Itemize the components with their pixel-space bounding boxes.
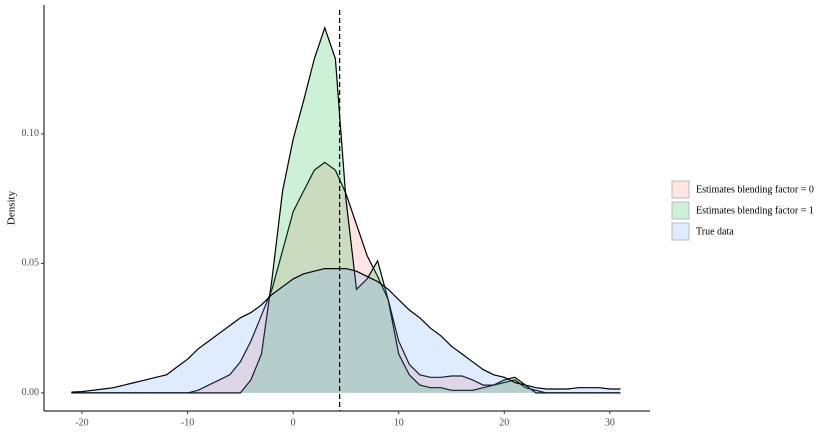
legend-label: True data bbox=[696, 226, 734, 237]
y-tick-label: 0.00 bbox=[22, 387, 40, 398]
y-tick-label: 0.05 bbox=[22, 258, 40, 269]
legend-key bbox=[671, 201, 690, 220]
x-tick-label: -10 bbox=[181, 417, 194, 428]
legend-label: Estimates blending factor = 0 bbox=[696, 184, 814, 195]
y-axis-title: Density bbox=[6, 190, 18, 225]
x-tick-label: 20 bbox=[499, 417, 509, 428]
legend: Estimates blending factor = 0 Estimates b… bbox=[671, 180, 814, 241]
legend-label: Estimates blending factor = 1 bbox=[696, 205, 814, 216]
y-tick-label: 0.10 bbox=[22, 128, 40, 139]
x-tick-label: 10 bbox=[394, 417, 404, 428]
density-line bbox=[71, 268, 621, 393]
density-area bbox=[71, 27, 621, 393]
density-area bbox=[71, 162, 621, 393]
density-line bbox=[71, 25, 621, 394]
density-area bbox=[71, 268, 621, 393]
x-tick-label: -20 bbox=[75, 417, 88, 428]
legend-key bbox=[671, 180, 690, 199]
x-tick-label: 0 bbox=[291, 417, 296, 428]
legend-key bbox=[671, 222, 690, 241]
x-tick-label: 30 bbox=[605, 417, 615, 428]
